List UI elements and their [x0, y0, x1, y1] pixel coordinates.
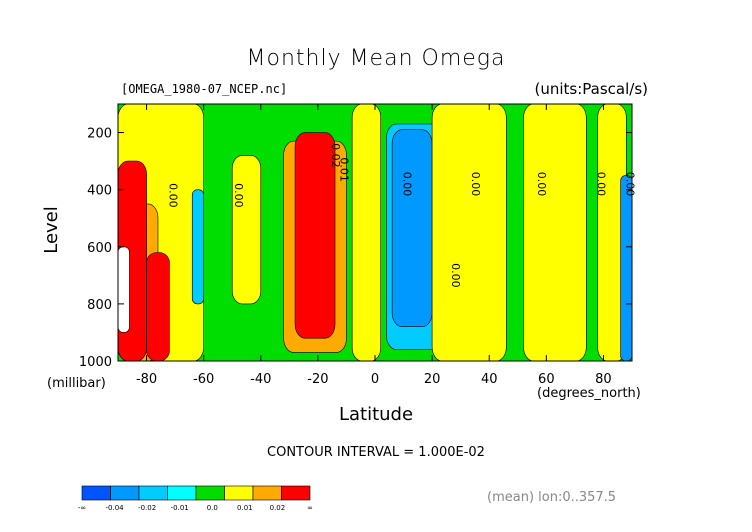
contour-region-5 — [117, 246, 130, 333]
contour-region-17 — [620, 175, 633, 362]
x-tick-label: 20 — [424, 372, 441, 387]
chart-title: Monthly Mean Omega — [246, 46, 506, 71]
contour-label-7: 0.00 — [595, 172, 608, 197]
y-axis-unit: (millibar) — [47, 376, 106, 391]
colorbar-swatch — [138, 485, 168, 501]
x-axis-unit: (degrees_north) — [537, 386, 641, 401]
contour-fill-layer — [117, 103, 633, 362]
x-tick-label: 40 — [481, 372, 498, 387]
colorbar-swatch — [281, 485, 311, 501]
contour-region-13 — [431, 103, 507, 362]
contour-region-7 — [231, 155, 262, 305]
contour-region-12 — [391, 129, 433, 328]
colorbar-label: 0.01 — [237, 504, 253, 512]
contour-label-8: 0.00 — [623, 172, 636, 197]
colorbar-swatch — [110, 485, 140, 501]
units-label: (units:Pascal/s) — [534, 80, 649, 98]
colorbar-label: 0.0 — [207, 504, 218, 512]
contour-label-1: 0.00 — [232, 183, 245, 208]
x-tick-label: 0 — [371, 372, 379, 387]
contour-interval-text: CONTOUR INTERVAL = 1.000E-02 — [267, 445, 485, 460]
colorbar-label: -0.02 — [138, 504, 156, 512]
y-tick-label: 400 — [87, 184, 112, 199]
contour-label-4: 0.00 — [401, 172, 414, 197]
colorbar-label: -0.04 — [106, 504, 125, 512]
contour-label-3: 0.01 — [338, 157, 351, 182]
contour-region-14 — [523, 103, 587, 362]
contour-label-2: 0.02 — [329, 143, 342, 168]
colorbar-swatch — [81, 485, 111, 501]
contour-region-9 — [294, 132, 336, 339]
y-tick-label: 1000 — [79, 355, 112, 370]
x-tick-label: -80 — [136, 372, 157, 387]
y-tick-label: 800 — [87, 298, 112, 313]
y-tick-label: 200 — [87, 127, 112, 142]
x-axis: -80 -60 -40 -20 0 20 40 60 80 — [136, 104, 612, 387]
x-tick-label: -20 — [307, 372, 328, 387]
colorbar-label: ∞ — [307, 504, 313, 512]
contour-region-6 — [191, 189, 204, 305]
mean-longitude-text: (mean) lon:0..357.5 — [487, 490, 617, 505]
colorbar-swatch — [195, 485, 225, 501]
x-tick-label: 80 — [595, 372, 612, 387]
contour-region-4 — [146, 252, 170, 362]
contour-label-9: 0.00 — [449, 263, 462, 288]
contour-label-6: 0.00 — [535, 172, 548, 197]
colorbar: -∞ -0.04 -0.02 -0.01 0.0 0.01 0.02 ∞ — [78, 485, 313, 512]
contour-label-layer: 0.00 0.00 0.020.01 0.00 0.00 0.00 0.00 0.00 0.00 — [166, 143, 636, 287]
colorbar-swatch — [224, 485, 254, 501]
contour-label-0: 0.00 — [166, 183, 179, 208]
colorbar-label: -0.01 — [171, 504, 189, 512]
colorbar-label: -∞ — [78, 504, 86, 512]
file-label: [OMEGA_1980-07_NCEP.nc] — [121, 82, 288, 96]
colorbar-swatch — [167, 485, 197, 501]
x-tick-label: 60 — [538, 372, 555, 387]
contour-label-5: 0.00 — [469, 172, 482, 197]
colorbar-label: 0.02 — [270, 504, 286, 512]
x-axis-title: Latitude — [338, 404, 414, 425]
x-tick-label: -60 — [193, 372, 214, 387]
colorbar-swatch — [252, 485, 282, 501]
y-tick-label: 600 — [87, 241, 112, 256]
contour-region-10 — [351, 103, 382, 362]
y-axis: 200 400 600 800 1000 — [79, 127, 632, 370]
x-tick-label: -40 — [250, 372, 271, 387]
